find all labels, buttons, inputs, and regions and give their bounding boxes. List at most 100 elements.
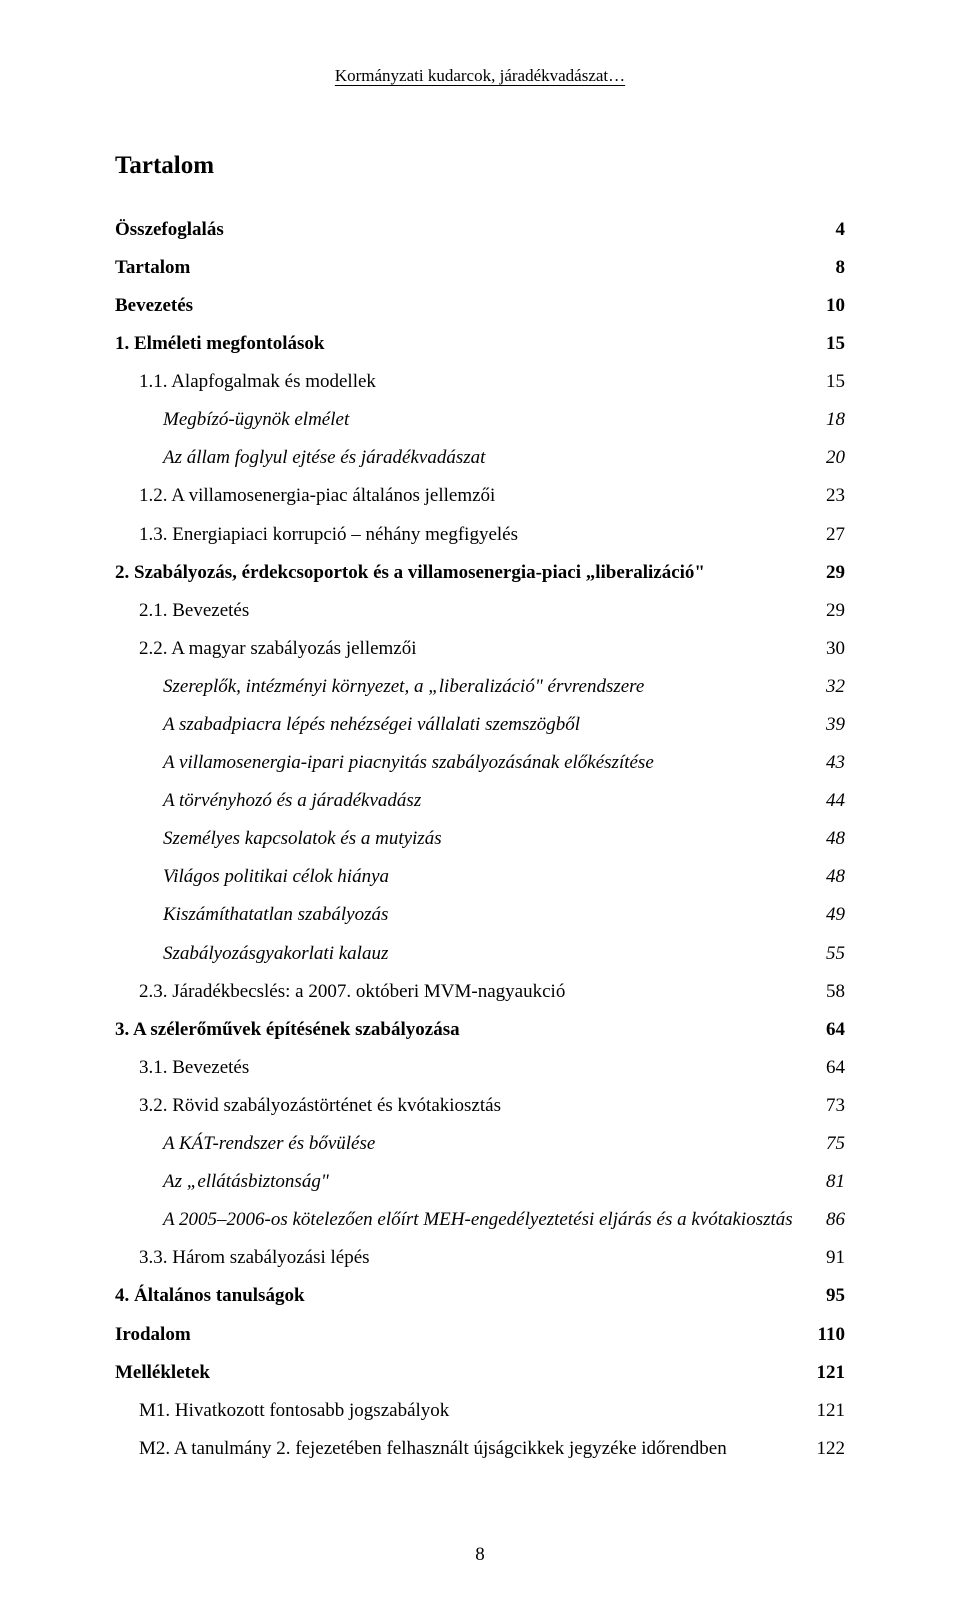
- toc-entry: Kiszámíthatatlan szabályozás 49: [115, 897, 845, 933]
- toc-label: 3.1. Bevezetés: [139, 1050, 249, 1086]
- toc-page: 10: [813, 288, 845, 324]
- toc-entry: A KÁT-rendszer és bővülése 75: [115, 1126, 845, 1162]
- toc-entry: 1.3. Energiapiaci korrupció – néhány meg…: [115, 517, 845, 553]
- toc-entry: Mellékletek 121: [115, 1355, 845, 1391]
- toc-page: 15: [813, 364, 845, 400]
- toc-label: 1.3. Energiapiaci korrupció – néhány meg…: [139, 517, 518, 553]
- toc-page: 4: [813, 212, 845, 248]
- toc-entry: 1.2. A villamosenergia-piac általános je…: [115, 478, 845, 514]
- toc-label: 4. Általános tanulságok: [115, 1278, 305, 1314]
- toc-entry: Bevezetés 10: [115, 288, 845, 324]
- toc-page: 32: [813, 669, 845, 705]
- toc-container: Összefoglalás4Tartalom8Bevezetés101. Elm…: [115, 212, 845, 1467]
- toc-entry: 3. A szélerőművek építésének szabályozás…: [115, 1012, 845, 1048]
- toc-label: 3.3. Három szabályozási lépés: [139, 1240, 370, 1276]
- toc-page: 64: [813, 1050, 845, 1086]
- toc-label: 3.2. Rövid szabályozástörténet és kvótak…: [139, 1088, 501, 1124]
- toc-entry: 2.1. Bevezetés 29: [115, 593, 845, 629]
- toc-title: Tartalom: [115, 142, 845, 190]
- toc-label: Bevezetés: [115, 288, 193, 324]
- toc-entry: Személyes kapcsolatok és a mutyizás48: [115, 821, 845, 857]
- toc-page: 95: [813, 1278, 845, 1314]
- toc-entry: A villamosenergia-ipari piacnyitás szabá…: [115, 745, 845, 781]
- toc-page: 55: [813, 936, 845, 972]
- toc-entry: 2. Szabályozás, érdekcsoportok és a vill…: [115, 555, 845, 591]
- toc-page: 48: [813, 821, 845, 857]
- toc-entry: 1. Elméleti megfontolások 15: [115, 326, 845, 362]
- toc-page: 73: [813, 1088, 845, 1124]
- toc-page: 49: [813, 897, 845, 933]
- toc-label: Kiszámíthatatlan szabályozás: [163, 897, 388, 933]
- toc-label: 2.2. A magyar szabályozás jellemzői: [139, 631, 417, 667]
- toc-label: Világos politikai célok hiánya: [163, 859, 389, 895]
- page-number: 8: [115, 1537, 845, 1573]
- toc-label: 3. A szélerőművek építésének szabályozás…: [115, 1012, 460, 1048]
- toc-label: Szereplők, intézményi környezet, a „libe…: [163, 669, 644, 705]
- running-header: Kormányzati kudarcok, járadékvadászat…: [115, 60, 845, 92]
- toc-label: A villamosenergia-ipari piacnyitás szabá…: [163, 745, 654, 781]
- toc-page: 86: [813, 1202, 845, 1238]
- toc-page: 91: [813, 1240, 845, 1276]
- running-header-text: Kormányzati kudarcok, járadékvadászat…: [335, 66, 625, 85]
- toc-label: 2.3. Járadékbecslés: a 2007. októberi MV…: [139, 974, 565, 1010]
- toc-label: 1.1. Alapfogalmak és modellek: [139, 364, 376, 400]
- toc-label: 2. Szabályozás, érdekcsoportok és a vill…: [115, 555, 705, 591]
- toc-page: 29: [813, 555, 845, 591]
- toc-page: 122: [813, 1431, 845, 1467]
- toc-label: A 2005–2006-os kötelezően előírt MEH-eng…: [163, 1202, 793, 1238]
- toc-label: A törvényhozó és a járadékvadász: [163, 783, 421, 819]
- toc-label: M1. Hivatkozott fontosabb jogszabályok: [139, 1393, 449, 1429]
- toc-entry: Megbízó-ügynök elmélet 18: [115, 402, 845, 438]
- toc-label: M2. A tanulmány 2. fejezetében felhaszná…: [139, 1431, 727, 1467]
- toc-page: 58: [813, 974, 845, 1010]
- toc-entry: Irodalom 110: [115, 1317, 845, 1353]
- toc-page: 27: [813, 517, 845, 553]
- toc-label: 1.2. A villamosenergia-piac általános je…: [139, 478, 495, 514]
- toc-page: 20: [813, 440, 845, 476]
- toc-page: 39: [813, 707, 845, 743]
- toc-entry: M2. A tanulmány 2. fejezetében felhaszná…: [115, 1431, 845, 1467]
- toc-entry: Összefoglalás 4: [115, 212, 845, 248]
- toc-entry: Tartalom 8: [115, 250, 845, 286]
- toc-page: 30: [813, 631, 845, 667]
- toc-label: 2.1. Bevezetés: [139, 593, 249, 629]
- toc-entry: M1. Hivatkozott fontosabb jogszabályok 12…: [115, 1393, 845, 1429]
- toc-entry: A 2005–2006-os kötelezően előírt MEH-eng…: [115, 1202, 845, 1238]
- toc-label: A KÁT-rendszer és bővülése: [163, 1126, 375, 1162]
- toc-entry: Az állam foglyul ejtése és járadékvadász…: [115, 440, 845, 476]
- toc-page: 121: [813, 1393, 845, 1429]
- toc-label: Az „ellátásbiztonság": [163, 1164, 329, 1200]
- toc-label: Megbízó-ügynök elmélet: [163, 402, 349, 438]
- toc-label: Tartalom: [115, 250, 190, 286]
- toc-label: Irodalom: [115, 1317, 191, 1353]
- toc-label: Az állam foglyul ejtése és járadékvadász…: [163, 440, 485, 476]
- toc-entry: 3.3. Három szabályozási lépés 91: [115, 1240, 845, 1276]
- toc-page: 43: [813, 745, 845, 781]
- toc-entry: 2.3. Járadékbecslés: a 2007. októberi MV…: [115, 974, 845, 1010]
- toc-page: 75: [813, 1126, 845, 1162]
- toc-page: 48: [813, 859, 845, 895]
- toc-page: 44: [813, 783, 845, 819]
- toc-page: 8: [813, 250, 845, 286]
- toc-label: Mellékletek: [115, 1355, 210, 1391]
- toc-page: 64: [813, 1012, 845, 1048]
- toc-entry: A szabadpiacra lépés nehézségei vállalat…: [115, 707, 845, 743]
- toc-label: A szabadpiacra lépés nehézségei vállalat…: [163, 707, 580, 743]
- toc-label: Összefoglalás: [115, 212, 224, 248]
- toc-page: 121: [813, 1355, 845, 1391]
- toc-entry: Az „ellátásbiztonság" 81: [115, 1164, 845, 1200]
- toc-entry: Szabályozásgyakorlati kalauz55: [115, 936, 845, 972]
- toc-page: 15: [813, 326, 845, 362]
- toc-entry: Világos politikai célok hiánya 48: [115, 859, 845, 895]
- toc-page: 81: [813, 1164, 845, 1200]
- toc-page: 18: [813, 402, 845, 438]
- toc-page: 110: [813, 1317, 845, 1353]
- toc-entry: Szereplők, intézményi környezet, a „libe…: [115, 669, 845, 705]
- toc-label: 1. Elméleti megfontolások: [115, 326, 325, 362]
- toc-entry: A törvényhozó és a járadékvadász 44: [115, 783, 845, 819]
- toc-entry: 4. Általános tanulságok 95: [115, 1278, 845, 1314]
- toc-entry: 3.2. Rövid szabályozástörténet és kvótak…: [115, 1088, 845, 1124]
- toc-page: 29: [813, 593, 845, 629]
- toc-entry: 3.1. Bevezetés 64: [115, 1050, 845, 1086]
- toc-page: 23: [813, 478, 845, 514]
